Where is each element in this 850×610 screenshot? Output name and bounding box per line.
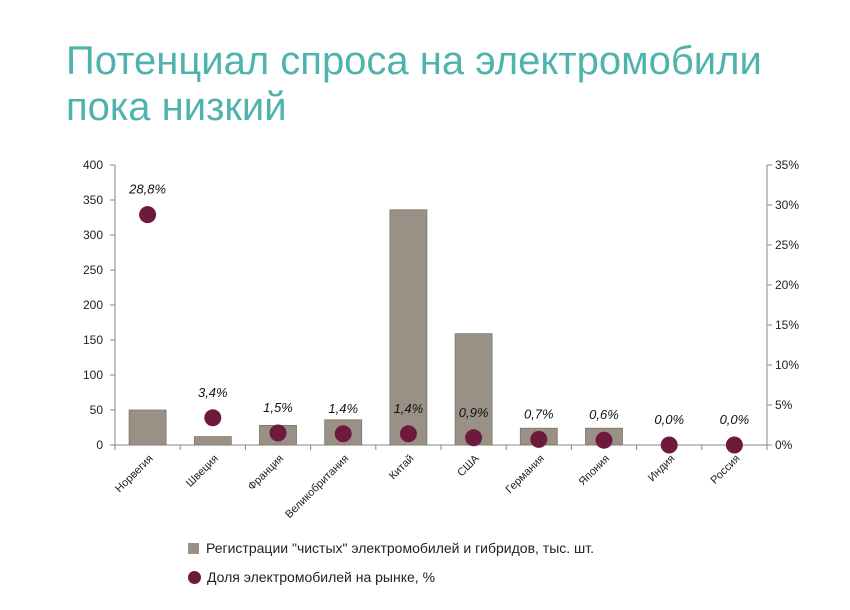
category-label: Россия [709, 453, 743, 487]
share-point [139, 206, 157, 224]
share-data-label: 0,9% [459, 405, 489, 420]
category-label: Франция [246, 453, 286, 493]
bar [193, 436, 232, 446]
y-left-tick-label: 150 [83, 333, 103, 347]
y-right-tick-label: 35% [775, 158, 799, 172]
share-point [725, 436, 743, 454]
bar [454, 333, 493, 446]
y-left-tick-label: 0 [96, 438, 103, 452]
share-point [204, 409, 222, 427]
y-right-tick-label: 0% [775, 438, 793, 452]
share-data-label: 0,0% [720, 412, 750, 427]
y-left-tick-label: 250 [83, 263, 103, 277]
chart-legend: Регистрации "чистых" электромобилей и ги… [188, 537, 594, 595]
category-label: Китай [387, 453, 417, 483]
share-data-label: 3,4% [198, 385, 228, 400]
share-data-label: 1,4% [328, 401, 358, 416]
category-label: Германия [504, 453, 547, 496]
title-line-2: пока низкий [66, 85, 287, 129]
combo-chart: 0 50 100 150 200 250 300 350 400 0% 5% 10% 15% 20% 25%… [83, 158, 799, 521]
share-point [399, 425, 417, 443]
category-label: Индия [646, 453, 677, 484]
y-left-tick-label: 200 [83, 298, 103, 312]
bar [389, 209, 428, 446]
y-right-tick-label: 5% [775, 398, 793, 412]
bar [128, 409, 167, 446]
share-point [530, 430, 548, 448]
category-label: Япония [577, 453, 613, 489]
share-data-label: 1,4% [394, 401, 424, 416]
y-left-tick-label: 400 [83, 158, 103, 172]
category-label: Швеция [184, 453, 221, 490]
title-line-1: Потенциал спроса на электромобили [66, 39, 762, 83]
share-data-label: 0,0% [654, 412, 684, 427]
share-point [660, 436, 678, 454]
share-data-label: 28,8% [128, 182, 166, 197]
y-left-tick-label: 100 [83, 368, 103, 382]
y-right-tick-label: 10% [775, 358, 799, 372]
category-label: Великобритания [283, 453, 351, 521]
y-right-tick-label: 25% [775, 238, 799, 252]
legend-item-share: Доля электромобилей на рынке, % [188, 566, 594, 588]
legend-label-share: Доля электромобилей на рынке, % [207, 569, 436, 585]
share-data-label: 1,5% [263, 400, 293, 415]
share-point [465, 429, 483, 447]
legend-bar-swatch [188, 542, 199, 554]
share-data-label: 0,6% [589, 407, 619, 422]
y-left-tick-label: 50 [90, 403, 104, 417]
y-right-tick-label: 15% [775, 318, 799, 332]
y-right-tick-label: 30% [775, 198, 799, 212]
share-point [595, 431, 613, 449]
share-data-label: 0,7% [524, 406, 554, 421]
category-label: Норвегия [113, 453, 156, 496]
category-label: США [455, 452, 482, 479]
y-left-tick-label: 350 [83, 193, 103, 207]
legend-dot-swatch [188, 570, 201, 584]
y-left-tick-label: 300 [83, 228, 103, 242]
share-point [269, 424, 287, 442]
y-right-tick-label: 20% [775, 278, 799, 292]
legend-label-registrations: Регистрации "чистых" электромобилей и ги… [206, 540, 595, 556]
page-title: Потенциал спроса на электромобили пока н… [66, 38, 826, 130]
legend-item-registrations: Регистрации "чистых" электромобилей и ги… [188, 537, 594, 559]
share-point [334, 425, 352, 443]
